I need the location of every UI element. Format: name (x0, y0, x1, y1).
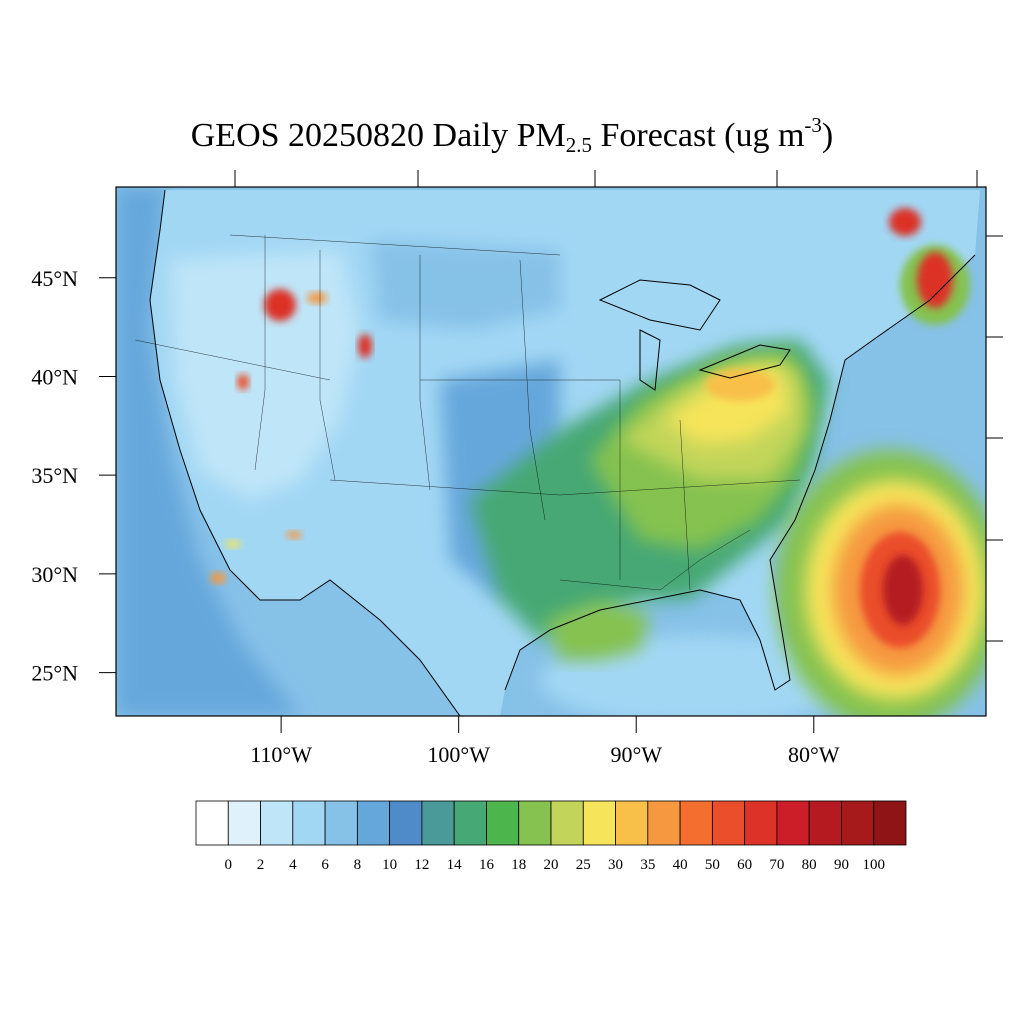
lat-label: 30°N (31, 562, 78, 587)
lon-label: 90°W (610, 742, 662, 767)
top-tick-marks (234, 170, 978, 187)
colorbar-swatch (550, 800, 584, 846)
colorbar: 0 2 4 6 8 10 12 14 16 18 20 25 30 35 40 50 60 70 80 90 100 (195, 800, 907, 873)
colorbar-label: 14 (447, 857, 463, 873)
lon-label: 80°W (788, 742, 840, 767)
gulf-coast-plume (545, 600, 650, 660)
colorbar-label: 100 (862, 857, 885, 873)
pacific-band (116, 187, 300, 716)
nevada-fire-hotspot (237, 374, 249, 390)
sonora-fire-hotspot (286, 531, 302, 539)
colorbar-label: 90 (834, 857, 849, 873)
west-coast (149, 189, 461, 716)
atlantic-plume-peak (883, 555, 923, 625)
colorbar-swatch (841, 800, 875, 846)
lat-label: 45°N (31, 266, 78, 291)
colorbar-swatch (389, 800, 423, 846)
gulf-east-coast (504, 254, 976, 691)
lake-erie (698, 344, 791, 379)
colorbar-label: 70 (769, 857, 784, 873)
colorbar-label: 16 (479, 857, 495, 873)
colorbar-label: 60 (737, 857, 752, 873)
border-line-8 (559, 529, 751, 591)
colorbar-swatch (324, 800, 358, 846)
canada-border (229, 234, 561, 256)
northern-plains-region (370, 240, 560, 330)
lat-label: 35°N (31, 463, 78, 488)
border-line-1 (134, 339, 331, 381)
colorbar-label: 30 (608, 857, 623, 873)
lake-michigan (639, 329, 661, 391)
right-tick-marks (986, 235, 1003, 642)
lat-label: 40°N (31, 364, 78, 389)
colorbar-swatch (647, 800, 681, 846)
colorbar-swatch (711, 800, 746, 846)
quebec-plume-core (917, 252, 953, 308)
colorbar-swatch (808, 800, 842, 846)
colorbar-swatch (292, 800, 326, 846)
great-lakes-outline (598, 279, 721, 331)
colorbar-label: 50 (705, 857, 720, 873)
colorbar-swatch (486, 800, 520, 846)
colorbar-label: 10 (382, 857, 397, 873)
colorbar-swatch (195, 800, 229, 846)
colorbar-label: 4 (289, 857, 297, 873)
colorbar-swatch (227, 800, 261, 846)
colorbar-swatch (582, 800, 616, 846)
colorbar-label: 0 (225, 857, 233, 873)
map-frame (115, 186, 987, 717)
border-line-4 (419, 255, 431, 491)
colorbar-label: 40 (673, 857, 688, 873)
border-line-3 (319, 250, 336, 481)
colorbar-swatch (679, 800, 713, 846)
colorbar-label: 2 (257, 857, 265, 873)
wyoming-fire-hotspot (358, 334, 372, 358)
colorbar-label: 35 (640, 857, 655, 873)
colorbar-label: 25 (576, 857, 591, 873)
lon-label: 110°W (250, 742, 312, 767)
border-line-6 (329, 479, 801, 496)
colorbar-swatch (356, 800, 391, 846)
idaho-fire-hotspot (264, 289, 296, 321)
ohio-valley-hotspot (705, 369, 775, 401)
colorbar-swatch (744, 800, 778, 846)
montana-fire-hotspot (307, 292, 327, 304)
colorbar-label: 18 (511, 857, 526, 873)
border-line-10 (679, 419, 691, 591)
colorbar-swatch (518, 800, 552, 846)
colorbar-swatch (260, 800, 294, 846)
colorbar-swatch (615, 800, 649, 846)
colorbar-label: 8 (354, 857, 362, 873)
colorbar-label: 12 (414, 857, 429, 873)
axis-layer: 45°N 40°N 35°N 30°N 25°N 110°W 100°W 90°W 80°W (31, 266, 839, 767)
colorbar-swatch (873, 800, 907, 846)
colorbar-swatch (453, 800, 487, 846)
coastlines (149, 189, 976, 716)
colorbar-label: 6 (321, 857, 329, 873)
colorbar-label: 20 (544, 857, 559, 873)
colorbar-label: 80 (802, 857, 817, 873)
quebec-north-hotspot (889, 208, 921, 236)
arizona-fire-hotspot (225, 540, 241, 548)
colorbar-swatch (421, 800, 455, 846)
map-title: GEOS 20250820 Daily PM2.5 Forecast (ug m… (190, 113, 834, 157)
baja-fire-hotspot (210, 572, 226, 584)
lat-label: 25°N (31, 661, 78, 686)
map-field (116, 187, 986, 716)
lon-label: 100°W (427, 742, 490, 767)
state-boundaries (134, 234, 801, 591)
border-line-2 (254, 235, 266, 471)
colorbar-swatch (776, 800, 810, 846)
border-line-5 (519, 259, 546, 521)
